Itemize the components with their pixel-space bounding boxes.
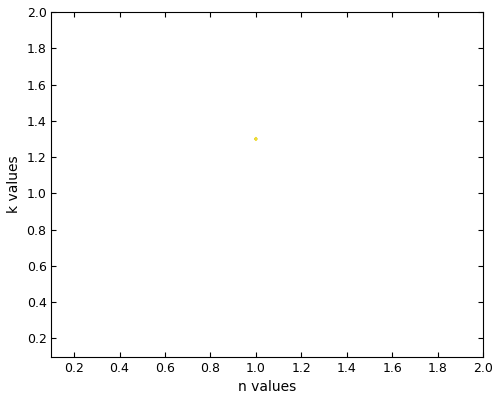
Y-axis label: k values: k values (7, 156, 21, 213)
X-axis label: n values: n values (238, 380, 296, 394)
